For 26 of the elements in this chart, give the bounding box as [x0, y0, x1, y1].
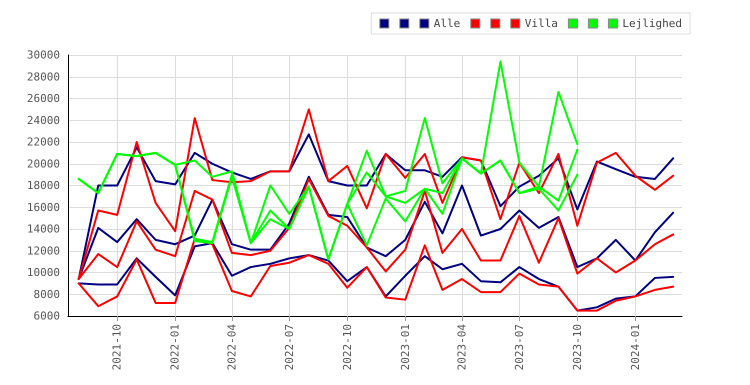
legend-label: Lejlighed — [622, 17, 682, 30]
x-tick-label: 2023-10 — [570, 324, 584, 370]
x-tick-label: 2023-07 — [512, 324, 526, 370]
y-tick-label: 20000 — [26, 157, 60, 170]
y-tick-label: 16000 — [26, 200, 60, 214]
y-tick-label: 8000 — [34, 288, 60, 301]
legend-label: Villa — [524, 17, 558, 30]
y-tick-label: 12000 — [26, 244, 60, 258]
x-tick-label: 2024-01 — [628, 324, 642, 370]
y-tick-label: 22000 — [26, 136, 60, 148]
y-tick-label: 26000 — [26, 92, 60, 105]
legend-label: Alle — [434, 17, 460, 30]
y-tick-label: 14000 — [26, 222, 60, 236]
x-tick-label: 2022-04 — [225, 324, 238, 370]
x-tick-label: 2022-01 — [168, 324, 182, 370]
y-tick-label: 28000 — [26, 70, 60, 84]
x-tick-label: 2021-10 — [110, 324, 124, 370]
y-tick-label: 6000 — [34, 310, 60, 322]
y-tick-label: 30000 — [26, 48, 60, 62]
x-tick-label: 2022-10 — [340, 324, 354, 370]
x-tick-label: 2023-04 — [455, 324, 468, 370]
y-tick-label: 10000 — [26, 266, 60, 279]
y-tick-label: 18000 — [26, 179, 60, 192]
y-tick-label: 24000 — [26, 114, 60, 127]
x-tick-label: 2023-01 — [398, 324, 412, 370]
x-tick-label: 2022-07 — [282, 324, 296, 370]
